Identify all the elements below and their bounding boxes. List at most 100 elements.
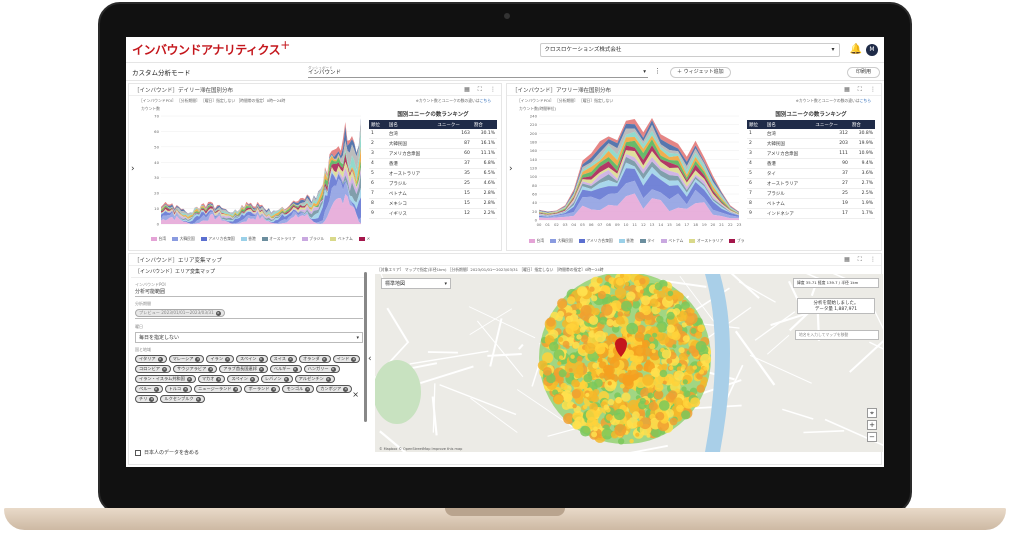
legend-item[interactable]: オーストラリア (261, 236, 296, 242)
country-chip[interactable]: イタリア × (135, 355, 167, 363)
expand-icon[interactable]: ⛶ (477, 85, 482, 93)
sidebar-scrollbar[interactable] (364, 272, 367, 422)
daily-help-link[interactable]: こちら (479, 98, 491, 103)
legend-item[interactable]: 大韓民国 (550, 238, 573, 244)
rank-col-header[interactable]: 国名 (386, 120, 436, 129)
table-row[interactable]: 3 アメリカ合衆国 111 10.9% (747, 148, 875, 159)
legend-item[interactable]: 大韓民国 (172, 236, 195, 242)
close-icon[interactable]: × (195, 396, 201, 402)
close-icon[interactable]: × (195, 356, 201, 362)
country-chip[interactable]: ルクセンブルク × (160, 395, 205, 403)
close-icon[interactable]: × (343, 386, 349, 392)
table-row[interactable]: 6 オーストラリア 27 2.7% (747, 178, 875, 189)
close-icon[interactable]: × (330, 366, 336, 372)
avatar[interactable]: M (866, 43, 878, 56)
close-icon[interactable]: × (258, 366, 264, 372)
print-button[interactable]: 印刷用 (846, 67, 880, 78)
panel-more-icon[interactable]: ⋮ (870, 255, 876, 263)
country-chip[interactable]: モンゴル × (282, 385, 315, 393)
close-icon[interactable]: × (271, 386, 277, 392)
hourly-help-link[interactable]: こちら (859, 98, 871, 103)
close-icon[interactable]: × (153, 386, 159, 392)
country-chip[interactable]: スペイン × (236, 355, 268, 363)
close-icon[interactable]: × (249, 376, 255, 382)
legend-item[interactable]: ブラジル (301, 236, 324, 242)
expand-icon[interactable]: ⛶ (857, 255, 862, 263)
country-chip[interactable]: ベルギー × (269, 365, 302, 373)
legend-item[interactable]: 台湾 (151, 236, 166, 242)
prev-arrow-icon[interactable]: › (131, 164, 135, 174)
period-field[interactable]: 分析期間 プレビュー 2023/01/01～2023/03/31 × (135, 300, 363, 319)
table-row[interactable]: 5 タイ 37 3.6% (747, 168, 875, 179)
legend-item[interactable]: 香港 (618, 238, 634, 244)
table-row[interactable]: 1 台湾 163 30.1% (369, 129, 497, 139)
locate-icon[interactable]: ⌖ (867, 408, 877, 418)
legend-item[interactable]: ベトナム (330, 236, 353, 242)
close-icon[interactable]: × (287, 356, 293, 362)
clear-all-icon[interactable]: × (352, 390, 359, 399)
close-icon[interactable]: × (225, 356, 231, 362)
table-row[interactable]: 9 インドネシア 17 1.7% (747, 208, 875, 219)
country-chip[interactable]: アラブ首長国連邦 × (219, 365, 268, 373)
map-type-select[interactable]: 標準地図 (381, 278, 451, 289)
legend-item[interactable]: タイ (639, 238, 655, 244)
add-widget-button[interactable]: ＋ ウィジェット追加 (670, 67, 731, 78)
poi-field[interactable]: インバウンドPOI 分析可能範囲 (135, 281, 363, 297)
country-chip[interactable]: サウジアラビア × (172, 365, 218, 373)
country-chip[interactable]: レバノン × (260, 375, 293, 383)
dashboard-select[interactable]: ダッシュボード インバウンド (308, 66, 648, 78)
rank-col-header[interactable]: 国名 (764, 120, 814, 129)
more-icon[interactable]: ⋮ (654, 67, 661, 75)
table-row[interactable]: 9 イギリス 12 2.2% (369, 208, 497, 219)
table-row[interactable]: 2 大韓民国 87 16.1% (369, 138, 497, 149)
close-icon[interactable]: × (161, 366, 167, 372)
bell-icon[interactable]: 🔔 (849, 44, 862, 55)
table-icon[interactable]: ▦ (464, 85, 470, 93)
heat-map[interactable]: 標準地図 緯度 35.71 経度 139.7 / 半径 1km 分析を開始しまし… (375, 274, 883, 452)
close-icon[interactable]: × (325, 376, 331, 382)
table-row[interactable]: 8 ベトナム 19 1.9% (747, 198, 875, 209)
table-row[interactable]: 5 オーストラリア 35 6.5% (369, 168, 497, 179)
table-row[interactable]: 3 アメリカ合衆国 60 11.1% (369, 148, 497, 159)
country-chip[interactable]: ペルー × (135, 385, 163, 393)
table-row[interactable]: 7 ブラジル 25 2.5% (747, 188, 875, 199)
country-chip[interactable]: オランダ × (298, 355, 331, 363)
company-select[interactable]: クロスロケーションズ株式会社 (539, 42, 840, 57)
zoom-in-button[interactable]: + (867, 420, 877, 430)
table-icon[interactable]: ▦ (844, 255, 850, 263)
close-icon[interactable]: × (216, 376, 222, 382)
legend-item[interactable]: 台湾 (529, 238, 544, 244)
map-canvas[interactable] (375, 274, 883, 452)
table-row[interactable]: 6 ブラジル 25 4.6% (369, 178, 497, 189)
close-icon[interactable]: × (208, 366, 214, 372)
close-icon[interactable]: × (258, 356, 264, 362)
close-icon[interactable]: × (292, 366, 298, 372)
country-chip[interactable]: イラン × (206, 355, 235, 363)
rank-col-header[interactable]: ユニークー (435, 120, 472, 129)
rank-col-header[interactable]: 順位 (369, 120, 387, 129)
country-chip[interactable]: スイス × (269, 355, 297, 363)
table-row[interactable]: 7 ベトナム 15 2.8% (369, 188, 497, 199)
table-icon[interactable]: ▦ (844, 85, 850, 93)
rank-col-header[interactable]: 割合 (471, 120, 497, 129)
close-icon[interactable]: × (305, 386, 311, 392)
table-row[interactable]: 4 香港 90 9.4% (747, 158, 875, 169)
panel-more-icon[interactable]: ⋮ (870, 85, 876, 93)
country-chip[interactable]: イラン・イスラム共和国 × (135, 375, 196, 383)
legend-item[interactable]: アメリカ合衆国 (200, 236, 235, 242)
country-chip[interactable]: チリ × (135, 395, 159, 403)
prev-arrow-icon[interactable]: › (509, 164, 513, 174)
expand-icon[interactable]: ⛶ (857, 85, 862, 93)
table-row[interactable]: 4 香港 37 6.8% (369, 158, 497, 169)
table-row[interactable]: 8 メキシコ 15 2.8% (369, 198, 497, 209)
country-chip[interactable]: インド × (332, 355, 361, 363)
close-icon[interactable]: × (351, 356, 357, 362)
rank-col-header[interactable]: ユニークー (813, 120, 850, 129)
country-chip[interactable]: ポーランド × (244, 385, 281, 393)
country-chip[interactable]: マレーシア × (168, 355, 205, 363)
legend-item[interactable]: アメリカ合衆国 (578, 238, 613, 244)
japanese-checkbox[interactable] (135, 449, 141, 456)
country-chip[interactable]: カンボジア × (316, 385, 353, 393)
close-icon[interactable]: × (157, 356, 163, 362)
country-chip[interactable]: アルゼンチン × (294, 375, 335, 383)
